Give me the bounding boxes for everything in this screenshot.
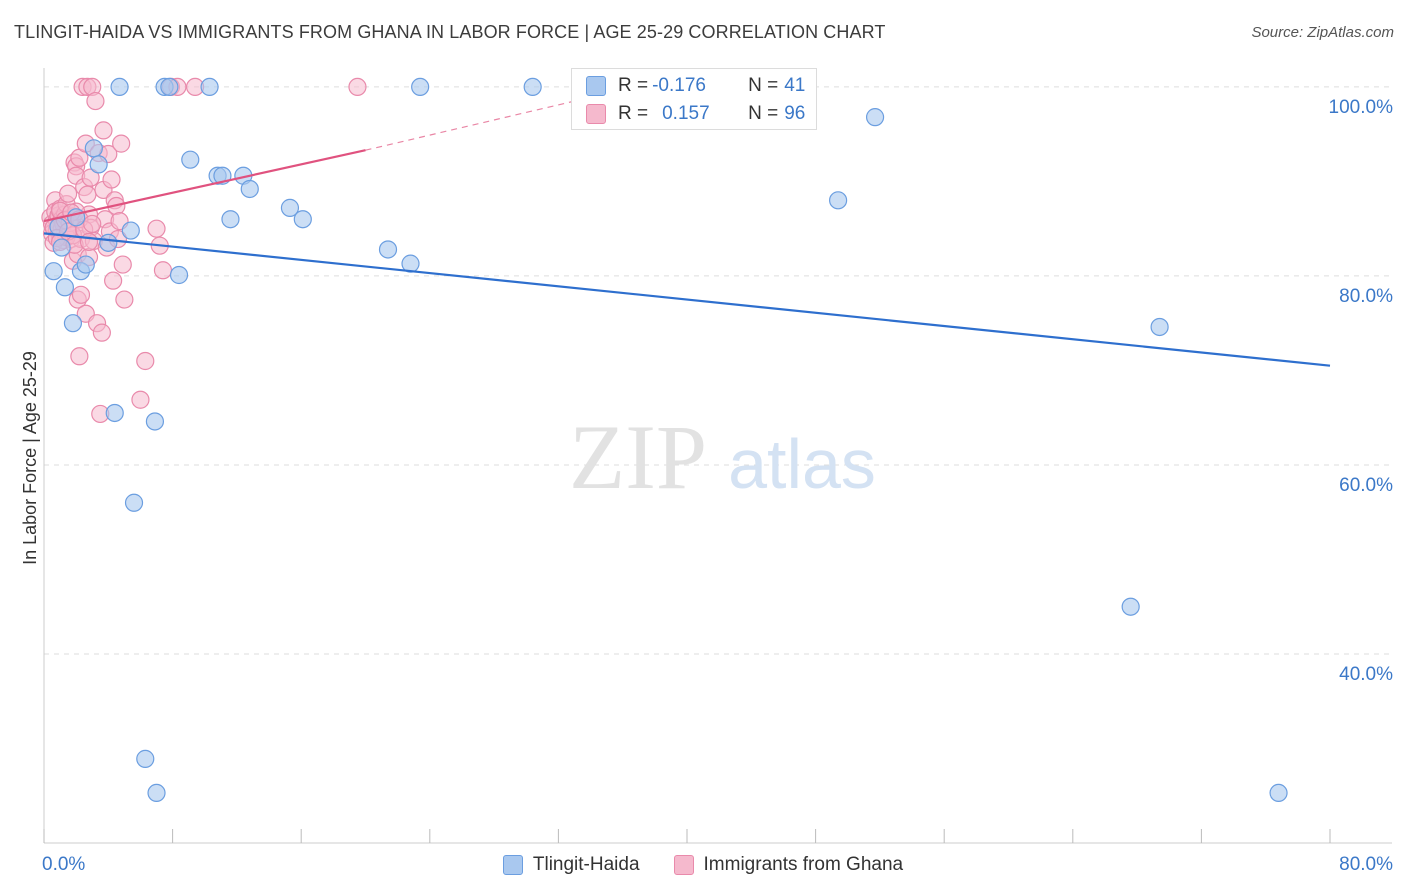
watermark: ZIP atlas <box>569 406 876 508</box>
data-point-tlingit-haida <box>160 77 179 97</box>
r-label: R = <box>618 103 649 124</box>
data-point-tlingit-haida <box>89 155 108 174</box>
data-point-tlingit-haida <box>169 265 189 285</box>
y-tick-label: 40.0% <box>1339 664 1393 685</box>
data-point-tlingit-haida <box>181 150 200 169</box>
data-point-ghana <box>131 390 150 409</box>
stats-row-tlingit-haida: R = -0.176 N = 41 <box>586 72 805 100</box>
chart-title: TLINGIT-HAIDA VS IMMIGRANTS FROM GHANA I… <box>14 22 886 42</box>
r-value: -0.176 <box>652 75 706 96</box>
legend-item-immigrants-from-ghana[interactable]: Immigrants from Ghana <box>673 854 904 876</box>
data-point-tlingit-haida <box>865 108 885 127</box>
data-point-tlingit-haida <box>378 240 398 259</box>
watermark-atlas: atlas <box>728 425 876 503</box>
grid-layer <box>44 86 1392 655</box>
legend-swatch-pink <box>586 104 606 124</box>
chart-source: Source: ZipAtlas.com <box>1251 24 1394 41</box>
data-point-ghana <box>115 290 134 309</box>
data-point-tlingit-haida <box>84 139 103 158</box>
data-point-tlingit-haida <box>55 278 74 297</box>
data-point-ghana <box>59 184 78 203</box>
axis-layer: 40.0% 60.0% 80.0% 100.0% 0.0% 80.0% <box>42 68 1393 875</box>
r-value: 0.157 <box>662 103 710 124</box>
data-point-ghana <box>113 255 132 274</box>
data-point-tlingit-haida <box>63 314 83 333</box>
trend-line-ghana <box>43 149 366 223</box>
data-point-tlingit-haida <box>49 217 68 236</box>
data-point-tlingit-haida <box>1150 317 1169 337</box>
data-point-tlingit-haida <box>523 77 542 97</box>
data-point-tlingit-haida <box>105 403 124 423</box>
data-point-ghana <box>102 170 121 189</box>
y-tick-label: 80.0% <box>1339 286 1393 307</box>
data-point-ghana <box>81 168 100 187</box>
data-point-tlingit-haida <box>1121 597 1140 616</box>
data-point-tlingit-haida <box>136 749 155 768</box>
n-label: N = <box>748 103 779 124</box>
data-point-tlingit-haida <box>121 221 140 240</box>
data-point-ghana <box>83 214 102 234</box>
y-tick-label: 60.0% <box>1339 475 1393 496</box>
watermark-zip: ZIP <box>569 406 707 508</box>
correlation-stats-box: R = -0.176 N = 41 R = 0.157 N = 96 <box>571 68 817 130</box>
data-point-ghana <box>71 285 91 304</box>
data-point-ghana <box>136 351 155 371</box>
series-immigrants-from-ghana <box>41 77 367 424</box>
legend-swatch-blue <box>502 855 523 875</box>
n-label: N = <box>748 75 779 96</box>
data-point-tlingit-haida <box>124 493 144 512</box>
legend-label: Tlingit-Haida <box>532 854 640 875</box>
data-point-ghana <box>153 261 173 280</box>
x-tick-label: 0.0% <box>42 854 85 875</box>
data-point-tlingit-haida <box>411 77 430 97</box>
data-point-tlingit-haida <box>67 208 86 227</box>
data-point-tlingit-haida <box>145 412 165 431</box>
data-point-tlingit-haida <box>147 783 166 803</box>
data-point-ghana <box>147 219 166 238</box>
data-point-ghana <box>79 232 99 252</box>
legend-label: Immigrants from Ghana <box>703 854 904 875</box>
n-value: 96 <box>784 103 806 124</box>
y-tick-label: 100.0% <box>1329 97 1394 118</box>
data-point-tlingit-haida <box>1269 783 1288 803</box>
data-point-tlingit-haida <box>829 191 848 210</box>
data-point-ghana <box>104 271 123 290</box>
data-point-ghana <box>112 134 131 153</box>
legend-swatch-pink <box>673 855 694 875</box>
y-axis-label: In Labor Force | Age 25-29 <box>20 351 40 565</box>
trend-line-tlingit-haida <box>43 232 1331 367</box>
data-point-tlingit-haida <box>44 262 63 281</box>
x-tick-label: 80.0% <box>1339 854 1393 875</box>
data-point-tlingit-haida <box>293 210 312 229</box>
data-point-tlingit-haida <box>52 238 71 257</box>
data-point-tlingit-haida <box>221 210 240 229</box>
n-value: 41 <box>784 75 806 96</box>
chart-legend: Tlingit-Haida Immigrants from Ghana <box>0 850 1406 880</box>
legend-swatch-blue <box>586 76 606 96</box>
data-point-ghana <box>70 347 89 366</box>
r-label: R = <box>618 75 649 96</box>
data-point-tlingit-haida <box>99 233 118 252</box>
data-point-ghana <box>78 185 97 204</box>
data-point-tlingit-haida <box>110 77 129 97</box>
stats-row-immigrants-from-ghana: R = 0.157 N = 96 <box>586 100 805 128</box>
data-point-ghana <box>94 121 113 140</box>
data-point-tlingit-haida <box>200 77 219 97</box>
data-point-ghana <box>92 323 111 342</box>
data-point-tlingit-haida <box>240 179 259 199</box>
data-point-ghana <box>86 91 105 111</box>
data-point-tlingit-haida <box>76 255 95 274</box>
data-point-ghana <box>348 77 367 97</box>
data-point-tlingit-haida <box>280 198 300 217</box>
legend-item-tlingit-haida[interactable]: Tlingit-Haida <box>502 854 640 876</box>
